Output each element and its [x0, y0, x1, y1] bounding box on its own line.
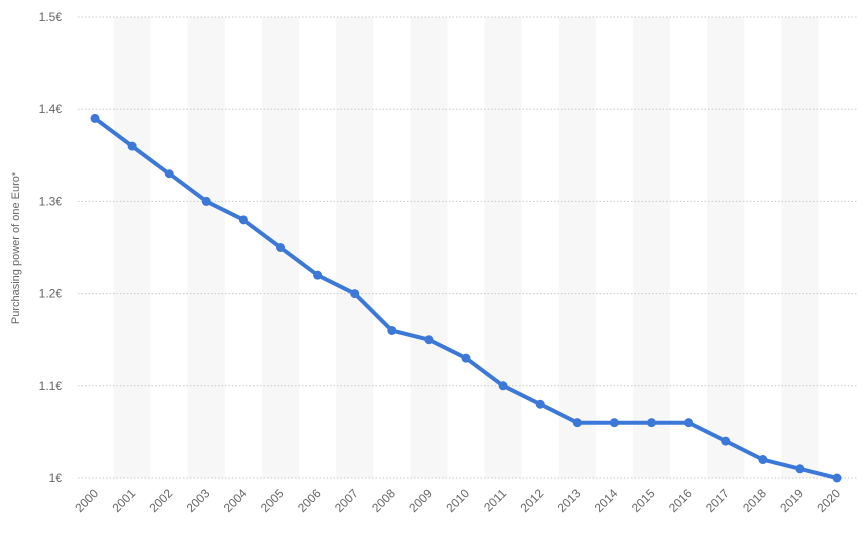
data-point-2004 [238, 215, 248, 225]
data-point-2002 [164, 169, 174, 179]
x-tick-label: 2012 [518, 486, 547, 515]
x-tick-label: 2019 [777, 486, 806, 515]
x-tick-label: 2003 [184, 486, 213, 515]
column-band-2003 [187, 17, 225, 478]
data-point-2016 [684, 418, 694, 428]
x-tick-label: 2008 [369, 486, 398, 515]
data-point-2011 [498, 381, 508, 391]
column-band-2009 [410, 17, 448, 478]
data-point-2012 [535, 399, 545, 409]
data-point-2001 [127, 141, 137, 151]
data-point-2017 [721, 436, 731, 446]
data-point-2019 [795, 464, 805, 474]
x-tick-label: 2014 [592, 486, 621, 515]
x-tick-label: 2013 [555, 486, 584, 515]
y-tick-label: 1.3€ [39, 194, 63, 208]
column-band-2001 [113, 17, 151, 478]
alternating-column-bands [113, 17, 819, 478]
x-tick-label: 2020 [814, 486, 843, 515]
x-tick-label: 2007 [332, 486, 361, 515]
column-band-2011 [484, 17, 522, 478]
x-tick-label: 2009 [406, 486, 435, 515]
series-group [90, 113, 842, 483]
data-point-2018 [758, 455, 768, 465]
x-tick-label: 2017 [703, 486, 732, 515]
data-point-2010 [461, 353, 471, 363]
data-point-2005 [276, 243, 285, 252]
data-point-2003 [201, 196, 211, 206]
column-band-2019 [781, 17, 819, 478]
x-tick-label: 2018 [740, 486, 769, 515]
column-band-2017 [707, 17, 745, 478]
x-tick-label: 2004 [221, 486, 250, 515]
y-tick-label: 1.5€ [39, 10, 63, 24]
x-tick-label: 2005 [258, 486, 287, 515]
x-tick-label: 2000 [72, 486, 101, 515]
data-point-2009 [424, 335, 434, 345]
data-point-2006 [313, 270, 323, 280]
column-band-2007 [336, 17, 374, 478]
data-point-2013 [572, 418, 582, 428]
data-point-2014 [609, 418, 619, 428]
x-tick-label: 2001 [109, 486, 138, 515]
column-band-2013 [558, 17, 596, 478]
x-tick-label: 2002 [147, 486, 176, 515]
data-point-2020 [832, 473, 842, 483]
data-point-2015 [647, 418, 656, 428]
x-axis-tick-labels: 2000 2001 2002 2003 2004 2005 2006 2007 2008 2009… [72, 486, 843, 515]
y-tick-label: 1.1€ [39, 379, 63, 393]
y-axis-tick-labels: 1€ 1.1€ 1.2€ 1.3€ 1.4€ 1.5€ [39, 10, 63, 485]
x-tick-label: 2011 [481, 486, 509, 514]
x-tick-label: 2010 [443, 486, 472, 515]
y-tick-label: 1.2€ [39, 287, 63, 301]
data-point-2007 [350, 289, 360, 299]
y-tick-label: 1.4€ [39, 102, 63, 116]
x-tick-label: 2015 [629, 486, 658, 515]
column-band-2015 [632, 17, 671, 478]
data-point-2000 [90, 113, 100, 123]
y-tick-label: 1€ [49, 471, 63, 485]
data-point-2008 [387, 325, 397, 335]
y-axis-label: Purchasing power of one Euro* [10, 171, 22, 324]
x-tick-label: 2016 [666, 486, 695, 515]
x-tick-label: 2006 [295, 486, 324, 515]
